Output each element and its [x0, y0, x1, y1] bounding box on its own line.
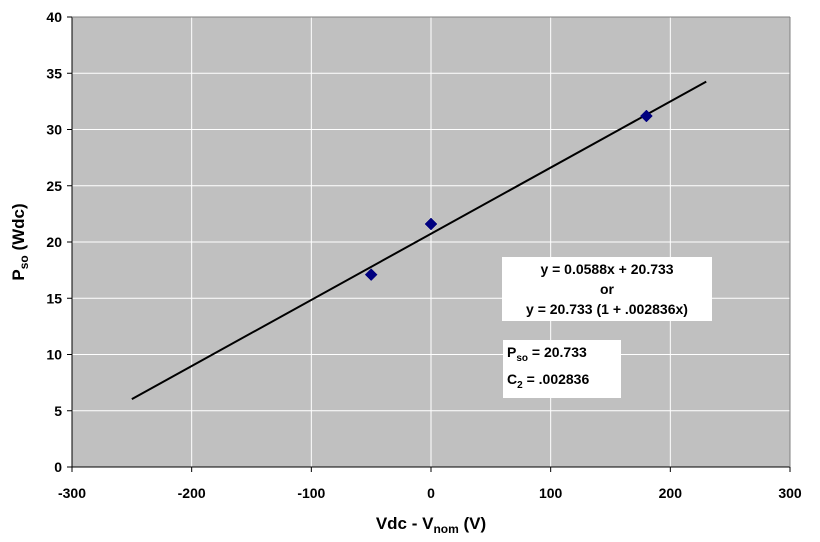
x-tick-label: 300	[778, 485, 802, 501]
c2-value: C2 = .002836	[507, 370, 590, 391]
y-tick-label: 5	[54, 403, 62, 419]
equation-line-1: y = 0.0588x + 20.733	[540, 261, 674, 277]
pso-value: Pso = 20.733	[507, 344, 587, 364]
y-tick-label: 10	[46, 347, 62, 363]
y-axis-title: Pso (Wdc)	[9, 203, 31, 280]
y-tick-labels: 0 5 10 15 20 25 30 35 40	[46, 9, 62, 475]
trendline-group	[131, 80, 707, 401]
x-tick-label: -100	[297, 485, 325, 501]
equation-line-2: or	[600, 281, 614, 297]
coefficients-box: Pso = 20.733 C2 = .002836	[503, 340, 621, 398]
x-tick-label: 100	[539, 485, 563, 501]
y-tick-label: 15	[46, 290, 62, 306]
x-axis-title: Vdc - Vnom (V)	[376, 514, 486, 536]
data-points	[364, 109, 653, 281]
y-tick-label: 40	[46, 9, 62, 25]
y-tick-label: 25	[46, 178, 62, 194]
y-tick-label: 20	[46, 234, 62, 250]
grid-lines	[72, 17, 791, 467]
x-tick-label: 0	[427, 485, 435, 501]
x-tick-labels: -300 -200 -100 0 100 200 300	[58, 485, 802, 501]
y-tick-label: 0	[54, 459, 62, 475]
x-tick-label: -300	[58, 485, 86, 501]
x-tick-label: 200	[659, 485, 683, 501]
x-tick-label: -200	[178, 485, 206, 501]
axes	[67, 16, 791, 472]
data-point	[424, 217, 438, 231]
y-tick-label: 30	[46, 122, 62, 138]
y-tick-label: 35	[46, 65, 62, 81]
equation-box: y = 0.0588x + 20.733 or y = 20.733 (1 + …	[502, 257, 712, 321]
equation-line-3: y = 20.733 (1 + .002836x)	[526, 301, 688, 317]
data-point	[364, 268, 378, 281]
data-point	[640, 109, 653, 123]
trendline	[131, 80, 707, 401]
